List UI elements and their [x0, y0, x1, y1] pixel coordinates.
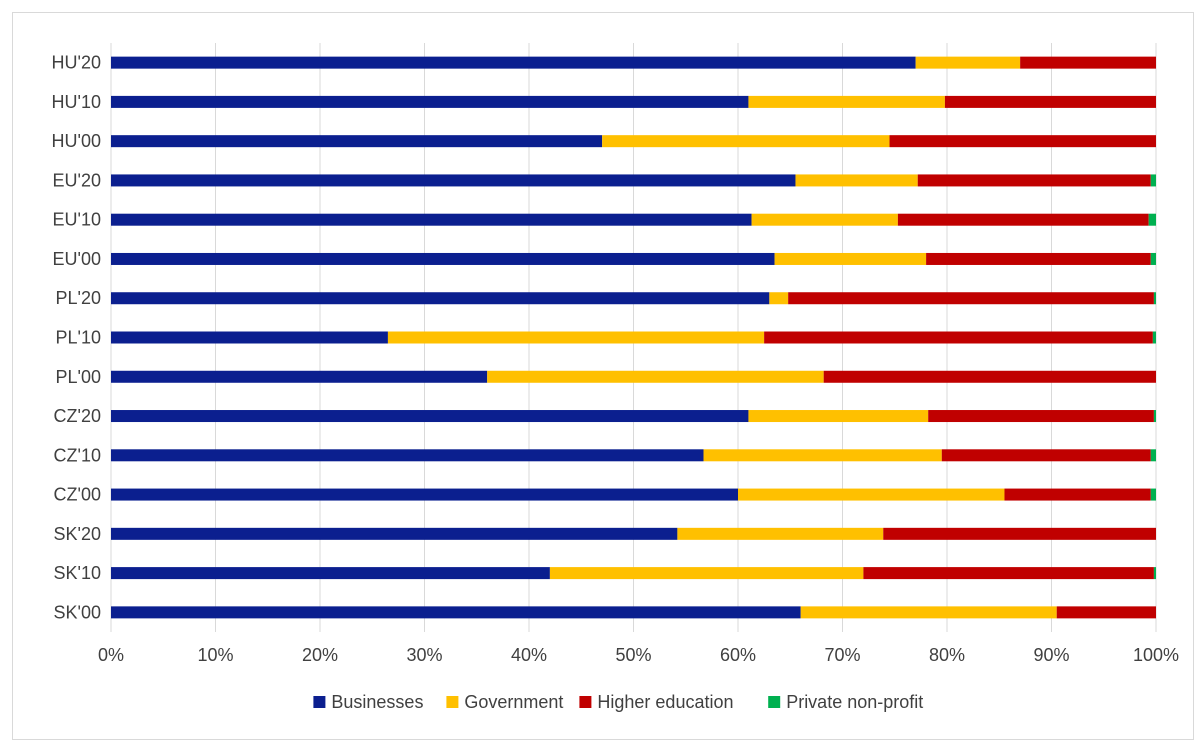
category-label: SK'00	[54, 602, 101, 622]
bar-segment-businesses	[111, 410, 749, 423]
legend: Businesses Government Higher education Priv…	[313, 692, 923, 712]
bar-segment-businesses	[111, 488, 738, 501]
bar-segment-government	[748, 410, 929, 423]
x-tick-label: 70%	[824, 645, 860, 665]
x-tick-label: 80%	[929, 645, 965, 665]
bar-segment-private-non-profit	[1150, 252, 1156, 265]
bar-segment-private-non-profit	[1153, 410, 1156, 423]
bars	[111, 56, 1156, 619]
bar-segment-government	[738, 488, 1005, 501]
bar-segment-government	[602, 135, 890, 148]
legend-label: Businesses	[331, 692, 423, 712]
bar-segment-private-non-profit	[1153, 292, 1156, 305]
legend-label: Private non-profit	[786, 692, 923, 712]
category-label: CZ'00	[54, 485, 101, 505]
category-labels: HU'20 HU'10 HU'00 EU'20 EU'10 EU'00 PL'20 PL'10…	[52, 53, 101, 623]
bar-segment-higher-education	[863, 567, 1154, 580]
bar-segment-higher-education	[941, 449, 1151, 462]
bar-segment-businesses	[111, 527, 678, 540]
bar-segment-businesses	[111, 95, 749, 108]
bar-segment-businesses	[111, 567, 550, 580]
bar-segment-businesses	[111, 213, 752, 226]
legend-item: Government	[446, 692, 563, 712]
category-label: HU'00	[52, 131, 101, 151]
category-label: CZ'10	[54, 445, 101, 465]
bar-segment-higher-education	[788, 292, 1154, 305]
bar-segment-businesses	[111, 135, 603, 148]
legend-label: Higher education	[597, 692, 733, 712]
bar-segment-higher-education	[823, 370, 1156, 383]
x-tick-label: 40%	[511, 645, 547, 665]
bar-segment-higher-education	[1020, 56, 1156, 69]
x-tick-labels: 0% 10% 20% 30% 40% 50% 60% 70% 80% 90% 100%	[98, 645, 1179, 665]
bar-segment-businesses	[111, 331, 388, 344]
category-label: EU'00	[53, 249, 101, 269]
bar-segment-higher-education	[889, 135, 1156, 148]
bar-segment-businesses	[111, 56, 916, 69]
bar-segment-government	[795, 174, 918, 187]
bar-segment-government	[748, 95, 945, 108]
bar-segment-private-non-profit	[1150, 449, 1156, 462]
bar-segment-businesses	[111, 292, 770, 305]
bar-segment-businesses	[111, 252, 775, 265]
category-label: PL'20	[56, 288, 101, 308]
legend-item: Businesses	[313, 692, 423, 712]
bar-segment-private-non-profit	[1150, 174, 1156, 187]
category-label: CZ'20	[54, 406, 101, 426]
category-label: HU'20	[52, 53, 101, 73]
bar-segment-higher-education	[928, 410, 1154, 423]
legend-label: Government	[464, 692, 563, 712]
bar-segment-government	[677, 527, 884, 540]
x-tick-label: 20%	[302, 645, 338, 665]
legend-swatch	[446, 696, 459, 708]
x-tick-label: 0%	[98, 645, 124, 665]
bar-segment-higher-education	[944, 95, 1156, 108]
bar-segment-higher-education	[883, 527, 1156, 540]
bar-segment-government	[751, 213, 898, 226]
stacked-bar-chart: HU'20 HU'10 HU'00 EU'20 EU'10 EU'00 PL'20 PL'10…	[52, 43, 1179, 712]
x-tick-label: 100%	[1133, 645, 1179, 665]
x-tick-label: 30%	[406, 645, 442, 665]
bar-segment-businesses	[111, 449, 704, 462]
bar-segment-private-non-profit	[1150, 488, 1156, 501]
bar-segment-higher-education	[897, 213, 1149, 226]
chart-frame: HU'20 HU'10 HU'00 EU'20 EU'10 EU'00 PL'20 PL'10…	[12, 12, 1194, 740]
bar-segment-government	[549, 567, 864, 580]
x-tick-label: 50%	[615, 645, 651, 665]
legend-swatch	[579, 696, 592, 708]
bar-segment-businesses	[111, 606, 801, 619]
bar-segment-government	[800, 606, 1057, 619]
legend-swatch	[313, 696, 326, 708]
bar-segment-private-non-profit	[1148, 213, 1156, 226]
bar-segment-higher-education	[764, 331, 1153, 344]
category-label: EU'20	[53, 170, 101, 190]
x-tick-label: 10%	[197, 645, 233, 665]
bar-segment-private-non-profit	[1152, 331, 1156, 344]
x-tick-label: 90%	[1033, 645, 1069, 665]
category-label: SK'20	[54, 524, 101, 544]
category-label: HU'10	[52, 92, 101, 112]
bar-segment-government	[703, 449, 942, 462]
bar-segment-higher-education	[1056, 606, 1156, 619]
category-label: PL'00	[56, 367, 101, 387]
category-label: PL'10	[56, 328, 101, 348]
bar-segment-businesses	[111, 174, 796, 187]
bar-segment-government	[774, 252, 927, 265]
bar-segment-government	[487, 370, 824, 383]
legend-swatch	[768, 696, 781, 708]
bar-segment-government	[387, 331, 765, 344]
bar-segment-higher-education	[1004, 488, 1151, 501]
category-label: SK'10	[54, 563, 101, 583]
bar-segment-higher-education	[917, 174, 1151, 187]
x-tick-label: 60%	[720, 645, 756, 665]
bar-segment-businesses	[111, 370, 488, 383]
bar-segment-government	[769, 292, 789, 305]
bar-segment-higher-education	[926, 252, 1151, 265]
legend-item: Private non-profit	[768, 692, 923, 712]
category-label: EU'10	[53, 210, 101, 230]
legend-item: Higher education	[579, 692, 733, 712]
bar-segment-government	[915, 56, 1021, 69]
bar-segment-private-non-profit	[1153, 567, 1156, 580]
